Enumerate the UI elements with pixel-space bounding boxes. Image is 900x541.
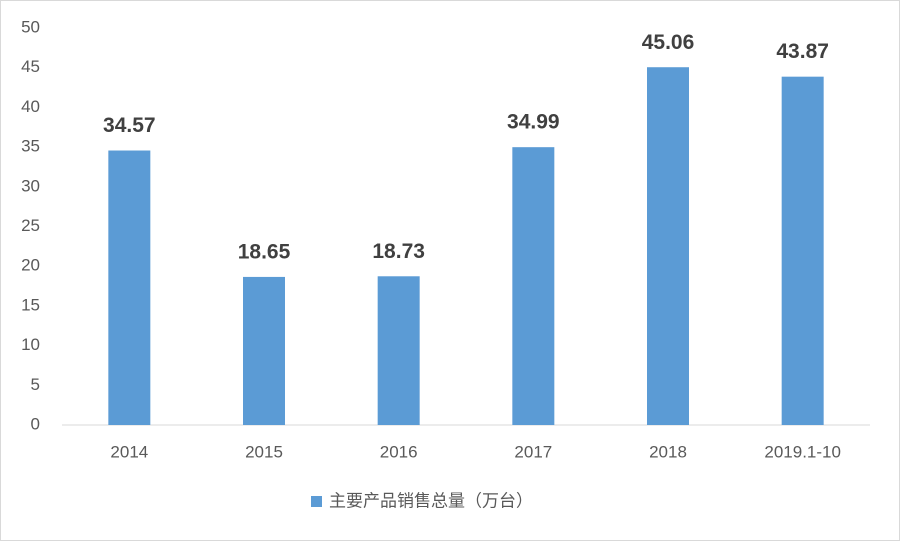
y-tick-label: 45 [21,57,40,76]
legend-label: 主要产品销售总量（万台） [329,491,533,510]
y-tick-label: 20 [21,256,40,275]
y-tick-label: 25 [21,216,40,235]
x-tick-label: 2017 [514,442,552,461]
y-tick-label: 10 [21,335,40,354]
x-tick-label: 2016 [380,442,418,461]
bar [108,150,151,425]
x-tick-label: 2014 [110,442,148,461]
data-label: 43.87 [776,40,829,63]
data-label: 34.99 [507,111,560,134]
x-tick-label: 2018 [649,442,687,461]
bar [647,67,689,425]
y-tick-label: 30 [21,176,40,195]
y-tick-label: 5 [31,375,40,394]
y-tick-label: 50 [21,17,40,36]
data-label: 34.57 [103,114,156,137]
x-tick-label: 2019.1-10 [764,442,841,461]
y-tick-label: 40 [21,97,40,116]
data-label: 45.06 [642,31,695,54]
x-tick-label: 2015 [245,442,283,461]
bar [781,76,824,425]
y-tick-label: 0 [31,414,40,433]
data-label: 18.73 [372,240,425,263]
data-label: 18.65 [238,240,291,263]
bar [377,276,420,425]
legend-swatch [311,496,322,507]
bar [243,276,285,425]
y-tick-label: 35 [21,137,40,156]
bar [512,147,555,426]
y-tick-label: 15 [21,295,40,314]
